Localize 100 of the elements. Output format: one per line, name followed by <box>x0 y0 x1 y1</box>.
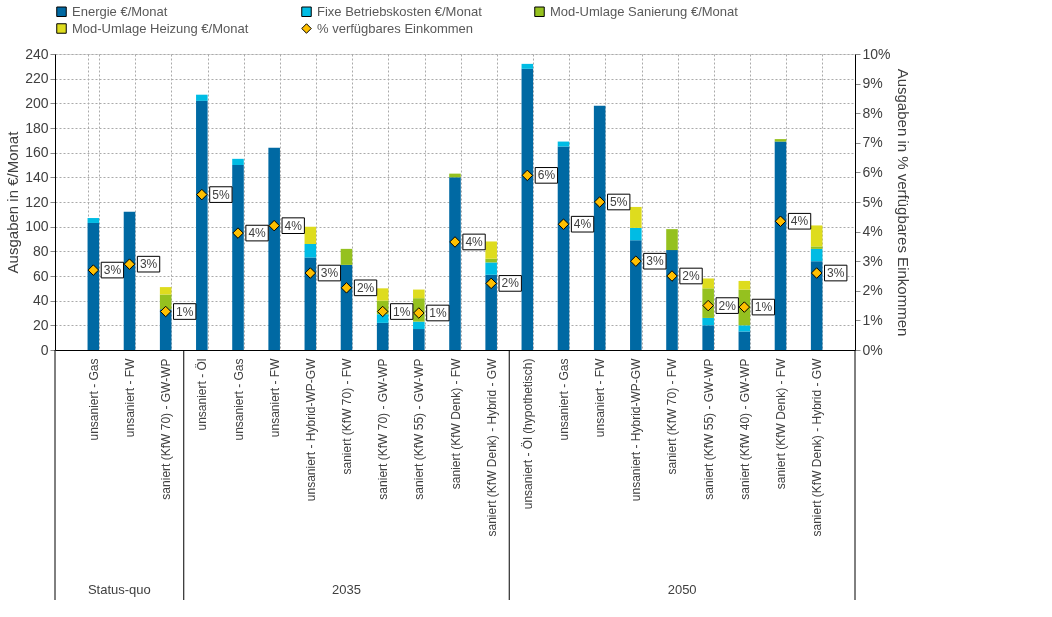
data-label: 2% <box>501 276 520 291</box>
y-tick-label: 20 <box>32 316 49 333</box>
y2-tick-label: 10% <box>862 45 891 62</box>
bar <box>485 274 497 350</box>
bar <box>304 257 317 350</box>
data-label: 6% <box>537 168 556 183</box>
bar <box>87 218 100 223</box>
bar <box>376 322 389 350</box>
bar <box>485 241 497 259</box>
x-tick-label: saniert (KfW Denk) - FW <box>448 357 463 490</box>
point <box>87 264 100 276</box>
bar <box>810 246 823 249</box>
y-tick-label: 160 <box>25 144 49 161</box>
point <box>557 218 570 230</box>
data-label: 4% <box>248 226 267 241</box>
y2-tick-label: 6% <box>862 163 883 180</box>
bar <box>413 329 425 350</box>
y-tick-label: 0 <box>40 341 49 358</box>
point <box>304 267 317 279</box>
bar <box>87 222 100 350</box>
data-label: 5% <box>212 187 230 202</box>
legend-label: Mod-Umlage Sanierung €/Monat <box>550 3 739 19</box>
bar <box>774 141 787 350</box>
bar <box>666 229 678 251</box>
bar <box>159 287 172 295</box>
data-label: 5% <box>610 195 628 209</box>
legend-label: Mod-Umlage Heizung €/Monat <box>72 20 249 36</box>
bar <box>593 105 606 350</box>
point <box>196 188 208 201</box>
x-tick-label: unsaniert - FW <box>267 357 282 438</box>
bar <box>196 94 208 101</box>
data-label: 3% <box>646 254 664 269</box>
data-label: 3% <box>827 266 845 281</box>
bar <box>340 248 353 265</box>
point <box>268 219 280 232</box>
data-label: 1% <box>176 304 194 319</box>
bar <box>521 63 534 69</box>
point <box>630 255 642 267</box>
bar <box>557 146 570 350</box>
bar <box>810 261 823 350</box>
point <box>449 236 461 248</box>
point <box>810 267 823 279</box>
x-tick-label: unsaniert - Gas <box>557 358 571 441</box>
point <box>738 301 751 313</box>
bar <box>232 158 244 165</box>
bar <box>268 147 280 350</box>
bar <box>702 278 714 289</box>
x-tick-label: saniert (KfW 70) - FW <box>340 357 354 475</box>
x-tick-label: unsaniert - FW <box>123 357 137 438</box>
x-tick-label: unsaniert - Öl <box>195 358 210 431</box>
text: 2050 <box>667 582 697 597</box>
y-tick-label: 60 <box>32 267 49 284</box>
text: 2035 <box>332 582 361 597</box>
bar <box>810 248 823 262</box>
point <box>521 169 534 182</box>
bar <box>123 211 136 350</box>
y2-tick-label: 9% <box>862 75 883 92</box>
point <box>159 305 172 318</box>
data-label: 1% <box>754 300 773 315</box>
x-tick-label: saniert (KfW 40) - GW-WP <box>737 358 752 500</box>
y-tick-label: 140 <box>25 168 49 185</box>
legend-label: % verfügbares Einkommen <box>317 20 474 36</box>
y2-axis-title: Ausgaben in % verfügbares Einkommen <box>894 68 912 337</box>
y-axis-title: Ausgaben in €/Monat <box>4 130 22 274</box>
data-label: 1% <box>393 304 411 319</box>
y2-tick-label: 7% <box>862 134 883 151</box>
point <box>666 270 678 282</box>
y2-tick-label: 0% <box>862 341 883 358</box>
bar <box>630 227 642 241</box>
bar <box>521 68 534 350</box>
x-tick-label: saniert (KfW Denk) - FW <box>774 357 788 490</box>
data-label: 4% <box>790 214 809 229</box>
bar <box>304 243 317 258</box>
bar <box>702 317 714 326</box>
bar <box>485 262 497 275</box>
x-tick-label: unsaniert - FW <box>593 357 608 438</box>
y-tick-label: 180 <box>25 119 49 136</box>
data-label: 4% <box>465 234 484 249</box>
data-label: 1% <box>429 306 447 320</box>
bar <box>630 240 642 350</box>
point <box>123 258 136 270</box>
bar <box>376 288 389 301</box>
point <box>232 227 244 239</box>
x-tick-label: saniert (KfW 70) - FW <box>665 357 680 475</box>
bar <box>340 264 353 350</box>
legend-label: Fixe Betriebskosten €/Monat <box>317 3 483 19</box>
y-tick-label: 200 <box>25 94 49 111</box>
bar <box>413 289 425 299</box>
y2-tick-label: 2% <box>862 282 883 299</box>
x-tick-label: saniert (KfW 70) - GW-WP <box>376 358 391 500</box>
data-label: 3% <box>103 263 122 278</box>
bar <box>630 206 642 228</box>
x-tick-label: saniert (KfW 70) - GW-WP <box>159 358 174 500</box>
y-tick-label: 100 <box>25 218 49 235</box>
point <box>702 299 714 312</box>
x-tick-label: unsaniert - Hybrid-WP-GW <box>303 357 318 502</box>
point <box>376 305 389 318</box>
bar <box>449 177 461 350</box>
bar <box>666 250 678 350</box>
data-label: 2% <box>356 280 375 295</box>
